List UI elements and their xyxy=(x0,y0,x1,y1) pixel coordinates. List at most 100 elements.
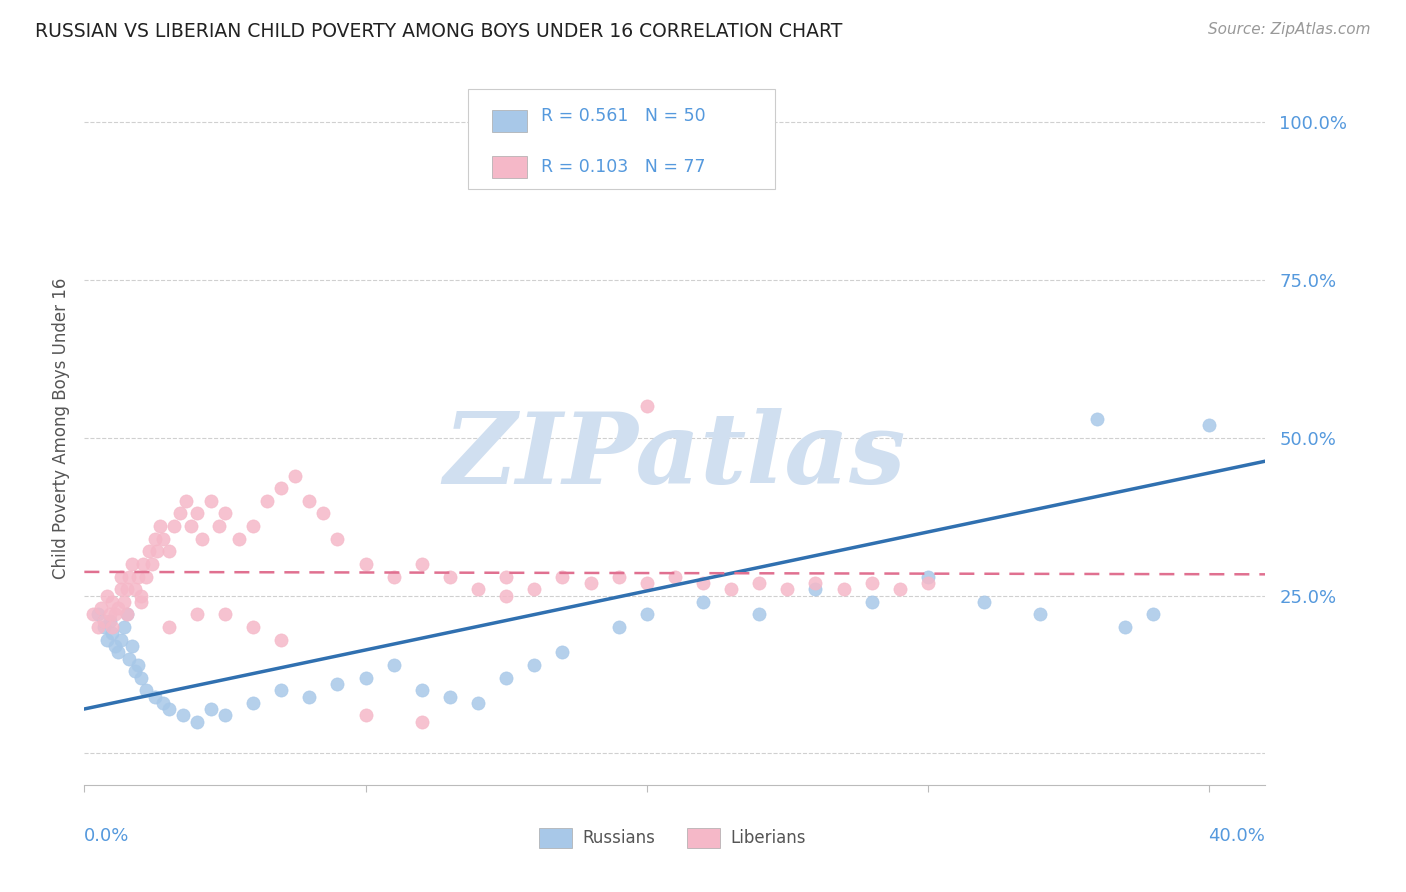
Point xyxy=(411,714,433,729)
Bar xyxy=(686,828,720,847)
Point xyxy=(98,607,121,622)
Point xyxy=(90,601,112,615)
Y-axis label: Child Poverty Among Boys Under 16: Child Poverty Among Boys Under 16 xyxy=(52,277,70,579)
Point xyxy=(93,614,115,628)
Point xyxy=(382,569,405,583)
Point xyxy=(973,595,995,609)
Point xyxy=(157,544,180,558)
Text: 40.0%: 40.0% xyxy=(1209,828,1265,846)
Point xyxy=(129,589,152,603)
Point xyxy=(523,657,546,672)
Text: R = 0.561   N = 50: R = 0.561 N = 50 xyxy=(541,107,706,125)
Point xyxy=(169,507,191,521)
Point xyxy=(200,702,222,716)
Point xyxy=(87,607,110,622)
Text: Source: ZipAtlas.com: Source: ZipAtlas.com xyxy=(1208,22,1371,37)
Point xyxy=(143,690,166,704)
Point xyxy=(129,671,152,685)
Point xyxy=(284,468,307,483)
Point xyxy=(132,557,155,571)
Point xyxy=(157,620,180,634)
Point xyxy=(467,582,489,597)
Point xyxy=(860,575,883,590)
Point xyxy=(112,595,135,609)
Point xyxy=(172,708,194,723)
Point xyxy=(107,645,129,659)
Point xyxy=(804,582,827,597)
Text: 0.0%: 0.0% xyxy=(84,828,129,846)
Point xyxy=(121,557,143,571)
Point xyxy=(186,714,208,729)
Point xyxy=(354,557,377,571)
Point xyxy=(121,639,143,653)
Point xyxy=(101,620,124,634)
Text: R = 0.103   N = 77: R = 0.103 N = 77 xyxy=(541,158,706,176)
Point xyxy=(191,532,214,546)
Point xyxy=(228,532,250,546)
Point xyxy=(115,582,138,597)
Point xyxy=(636,399,658,413)
Point xyxy=(1114,620,1136,634)
Point xyxy=(917,575,939,590)
Point xyxy=(104,639,127,653)
FancyBboxPatch shape xyxy=(468,89,775,189)
Point xyxy=(101,595,124,609)
Point xyxy=(551,569,574,583)
Point xyxy=(96,632,118,647)
Point xyxy=(354,708,377,723)
Point xyxy=(115,607,138,622)
Point xyxy=(411,683,433,698)
Point xyxy=(720,582,742,597)
Point xyxy=(326,532,349,546)
Point xyxy=(104,607,127,622)
Point xyxy=(1198,417,1220,432)
Text: Liberians: Liberians xyxy=(730,829,806,847)
Point xyxy=(270,683,292,698)
Point xyxy=(832,582,855,597)
Bar xyxy=(492,110,527,132)
Point xyxy=(748,607,770,622)
Point xyxy=(326,677,349,691)
Point xyxy=(200,493,222,508)
Point xyxy=(146,544,169,558)
Point xyxy=(439,690,461,704)
Point xyxy=(124,665,146,679)
Point xyxy=(110,569,132,583)
Point xyxy=(242,620,264,634)
Point xyxy=(860,595,883,609)
Point xyxy=(186,607,208,622)
Point xyxy=(607,620,630,634)
Point xyxy=(214,507,236,521)
Point xyxy=(115,607,138,622)
Point xyxy=(152,696,174,710)
Point xyxy=(163,519,186,533)
Point xyxy=(270,481,292,495)
Point xyxy=(298,493,321,508)
Point xyxy=(186,507,208,521)
Point xyxy=(242,519,264,533)
Point xyxy=(692,575,714,590)
Point xyxy=(298,690,321,704)
Point xyxy=(439,569,461,583)
Point xyxy=(214,708,236,723)
Point xyxy=(152,532,174,546)
Point xyxy=(411,557,433,571)
Point xyxy=(96,589,118,603)
Point xyxy=(579,575,602,590)
Point xyxy=(748,575,770,590)
Point xyxy=(174,493,197,508)
Point xyxy=(242,696,264,710)
Point xyxy=(127,657,149,672)
Point xyxy=(101,626,124,640)
Text: Russians: Russians xyxy=(582,829,655,847)
Point xyxy=(98,614,121,628)
Point xyxy=(157,702,180,716)
Bar xyxy=(538,828,572,847)
Point xyxy=(312,507,335,521)
Point xyxy=(118,569,141,583)
Point xyxy=(270,632,292,647)
Point xyxy=(118,651,141,665)
Point xyxy=(1142,607,1164,622)
Point xyxy=(127,569,149,583)
Point xyxy=(256,493,278,508)
